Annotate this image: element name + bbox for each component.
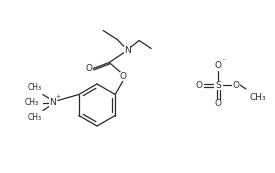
Text: N: N bbox=[124, 46, 131, 55]
Text: CH₃: CH₃ bbox=[25, 98, 39, 107]
Text: O: O bbox=[86, 64, 93, 73]
Text: O: O bbox=[120, 72, 127, 81]
Text: N: N bbox=[50, 98, 56, 107]
Text: O: O bbox=[214, 61, 221, 71]
Text: S: S bbox=[215, 80, 221, 89]
Text: CH₃: CH₃ bbox=[250, 93, 267, 102]
Text: +: + bbox=[55, 94, 60, 99]
Text: CH₃: CH₃ bbox=[28, 113, 42, 122]
Text: CH₃: CH₃ bbox=[28, 83, 42, 92]
Text: O: O bbox=[214, 99, 221, 108]
Text: O: O bbox=[196, 80, 202, 89]
Text: O: O bbox=[232, 80, 240, 89]
Text: ⁻: ⁻ bbox=[221, 57, 225, 66]
